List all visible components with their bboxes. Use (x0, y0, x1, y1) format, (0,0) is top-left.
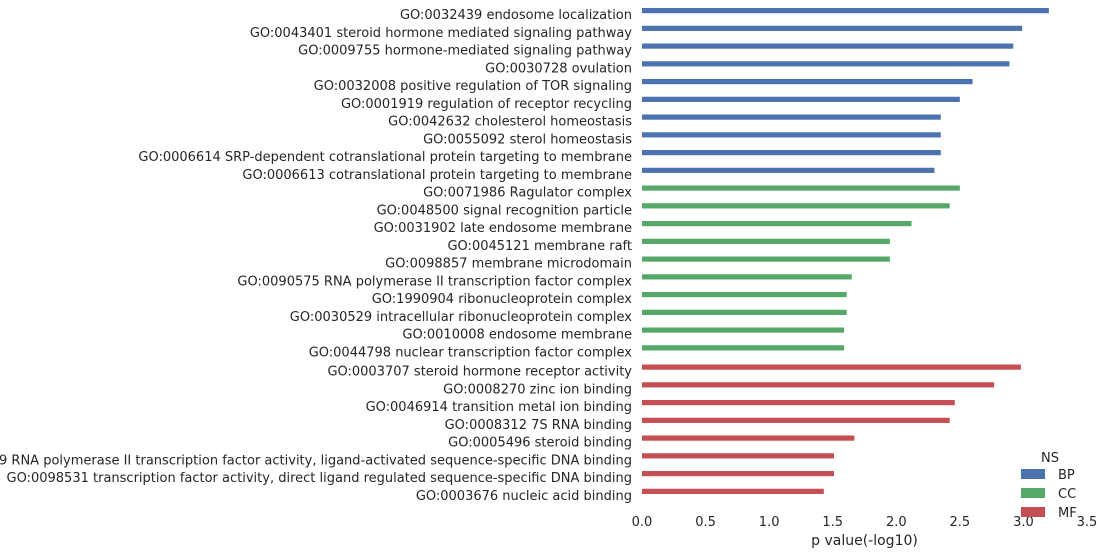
bar-mf (642, 382, 995, 388)
category-label: GO:0004879 RNA polymerase II transcripti… (0, 453, 632, 468)
category-labels: GO:0032439 endosome localization GO:00434… (0, 8, 632, 504)
category-label: GO:0032439 endosome localization (400, 8, 632, 23)
x-tick-label: 0.0 (632, 515, 653, 530)
bar-mf (642, 471, 834, 477)
bar-cc (642, 327, 845, 333)
legend-title: NS (1041, 451, 1059, 466)
bar-mf (642, 435, 855, 441)
legend-label-bp: BP (1058, 468, 1075, 483)
category-label: GO:0008312 7S RNA binding (445, 418, 632, 433)
bar-bp (642, 96, 960, 102)
legend-swatch-bp (1021, 469, 1045, 479)
legend-label-cc: CC (1058, 487, 1076, 502)
category-label: GO:0071986 Ragulator complex (423, 186, 632, 201)
x-tick-label: 3.0 (1013, 515, 1034, 530)
bar-cc (642, 221, 912, 227)
bar-bp (642, 132, 941, 138)
bar-mf (642, 400, 955, 406)
x-axis-ticks: 0.0 0.5 1.0 1.5 2.0 2.5 3.0 3.5 (632, 515, 1098, 530)
category-label: GO:0008270 zinc ion binding (443, 382, 632, 397)
bar-cc (642, 238, 890, 244)
category-label: GO:1990904 ribonucleoprotein complex (372, 292, 633, 307)
bars (642, 8, 1049, 494)
category-label: GO:0030728 ovulation (485, 61, 632, 76)
x-tick-label: 1.0 (759, 515, 780, 530)
legend-swatch-cc (1021, 488, 1045, 498)
category-label: GO:0048500 signal recognition particle (377, 203, 632, 218)
category-label: GO:0090575 RNA polymerase II transcripti… (237, 274, 632, 289)
category-label: GO:0031902 late endosome membrane (374, 221, 632, 236)
category-label: GO:0045121 membrane raft (447, 239, 632, 254)
bar-cc (642, 274, 852, 280)
x-axis-label: p value(-log10) (811, 533, 918, 549)
category-label: GO:0003676 nucleic acid binding (416, 489, 632, 504)
category-label: GO:0030529 intracellular ribonucleoprote… (290, 310, 633, 325)
x-tick-label: 1.5 (822, 515, 843, 530)
category-label: GO:0042632 cholesterol homeostasis (388, 115, 632, 130)
bar-mf (642, 488, 824, 494)
legend-items: BP CC MF (1021, 468, 1077, 521)
category-label: GO:0032008 positive regulation of TOR si… (314, 79, 632, 94)
legend-label-mf: MF (1058, 506, 1077, 521)
bar-cc (642, 345, 845, 351)
category-label: GO:0006614 SRP-dependent cotranslational… (138, 150, 632, 165)
bar-cc (642, 185, 960, 191)
bar-cc (642, 309, 847, 315)
x-tick-label: 2.5 (950, 515, 971, 530)
bar-bp (642, 25, 1023, 31)
bar-cc (642, 292, 847, 298)
x-tick-label: 3.5 (1077, 515, 1098, 530)
bar-bp (642, 150, 941, 156)
bar-mf (642, 453, 834, 459)
bar-bp (642, 79, 973, 85)
x-tick-label: 2.0 (886, 515, 907, 530)
bar-mf (642, 417, 950, 423)
category-label: GO:0003707 steroid hormone receptor acti… (327, 365, 632, 380)
legend: NS BP CC MF (1021, 451, 1077, 521)
category-label: GO:0044798 nuclear transcription factor … (309, 345, 633, 360)
category-label: GO:0043401 steroid hormone mediated sign… (250, 26, 632, 41)
category-label: GO:0046914 transition metal ion binding (366, 400, 632, 415)
category-label: GO:0098857 membrane microdomain (385, 257, 632, 272)
bar-cc (642, 203, 950, 209)
category-label: GO:0006613 cotranslational protein targe… (242, 168, 632, 183)
x-tick-label: 0.5 (695, 515, 716, 530)
bar-bp (642, 114, 941, 120)
bar-bp (642, 43, 1014, 49)
category-label: GO:0055092 sterol homeostasis (423, 132, 632, 147)
bar-mf (642, 364, 1021, 370)
bar-bp (642, 61, 1010, 67)
category-label: GO:0098531 transcription factor activity… (7, 471, 632, 486)
bar-bp (642, 8, 1049, 14)
category-label: GO:0005496 steroid binding (448, 436, 632, 451)
legend-swatch-mf (1021, 507, 1045, 517)
category-label: GO:0001919 regulation of receptor recycl… (341, 97, 632, 112)
bar-bp (642, 167, 935, 173)
category-label: GO:0009755 hormone-mediated signaling pa… (298, 44, 632, 59)
category-label: GO:0010008 endosome membrane (402, 328, 632, 343)
bar-cc (642, 256, 890, 262)
